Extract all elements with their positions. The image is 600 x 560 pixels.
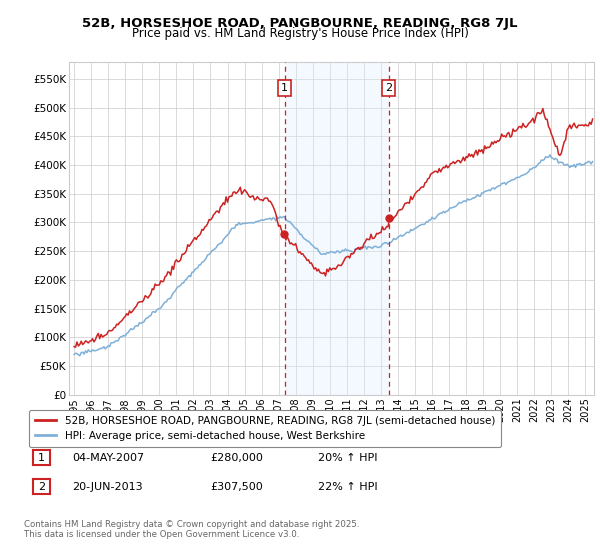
Text: 1: 1 [38, 452, 45, 463]
Text: 2: 2 [38, 482, 45, 492]
Text: 04-MAY-2007: 04-MAY-2007 [72, 452, 144, 463]
Text: 2: 2 [385, 83, 392, 94]
Text: £280,000: £280,000 [210, 452, 263, 463]
Text: 22% ↑ HPI: 22% ↑ HPI [318, 482, 377, 492]
Text: 20% ↑ HPI: 20% ↑ HPI [318, 452, 377, 463]
Text: Price paid vs. HM Land Registry's House Price Index (HPI): Price paid vs. HM Land Registry's House … [131, 27, 469, 40]
Text: 20-JUN-2013: 20-JUN-2013 [72, 482, 143, 492]
Bar [284, 62, 389, 395]
Legend: 52B, HORSESHOE ROAD, PANGBOURNE, READING, RG8 7JL (semi-detached house), HPI: Av: 52B, HORSESHOE ROAD, PANGBOURNE, READING… [29, 409, 501, 447]
Text: 1: 1 [281, 83, 288, 94]
Text: Contains HM Land Registry data © Crown copyright and database right 2025.
This d: Contains HM Land Registry data © Crown c… [24, 520, 359, 539]
Text: 52B, HORSESHOE ROAD, PANGBOURNE, READING, RG8 7JL: 52B, HORSESHOE ROAD, PANGBOURNE, READING… [82, 17, 518, 30]
Text: £307,500: £307,500 [210, 482, 263, 492]
